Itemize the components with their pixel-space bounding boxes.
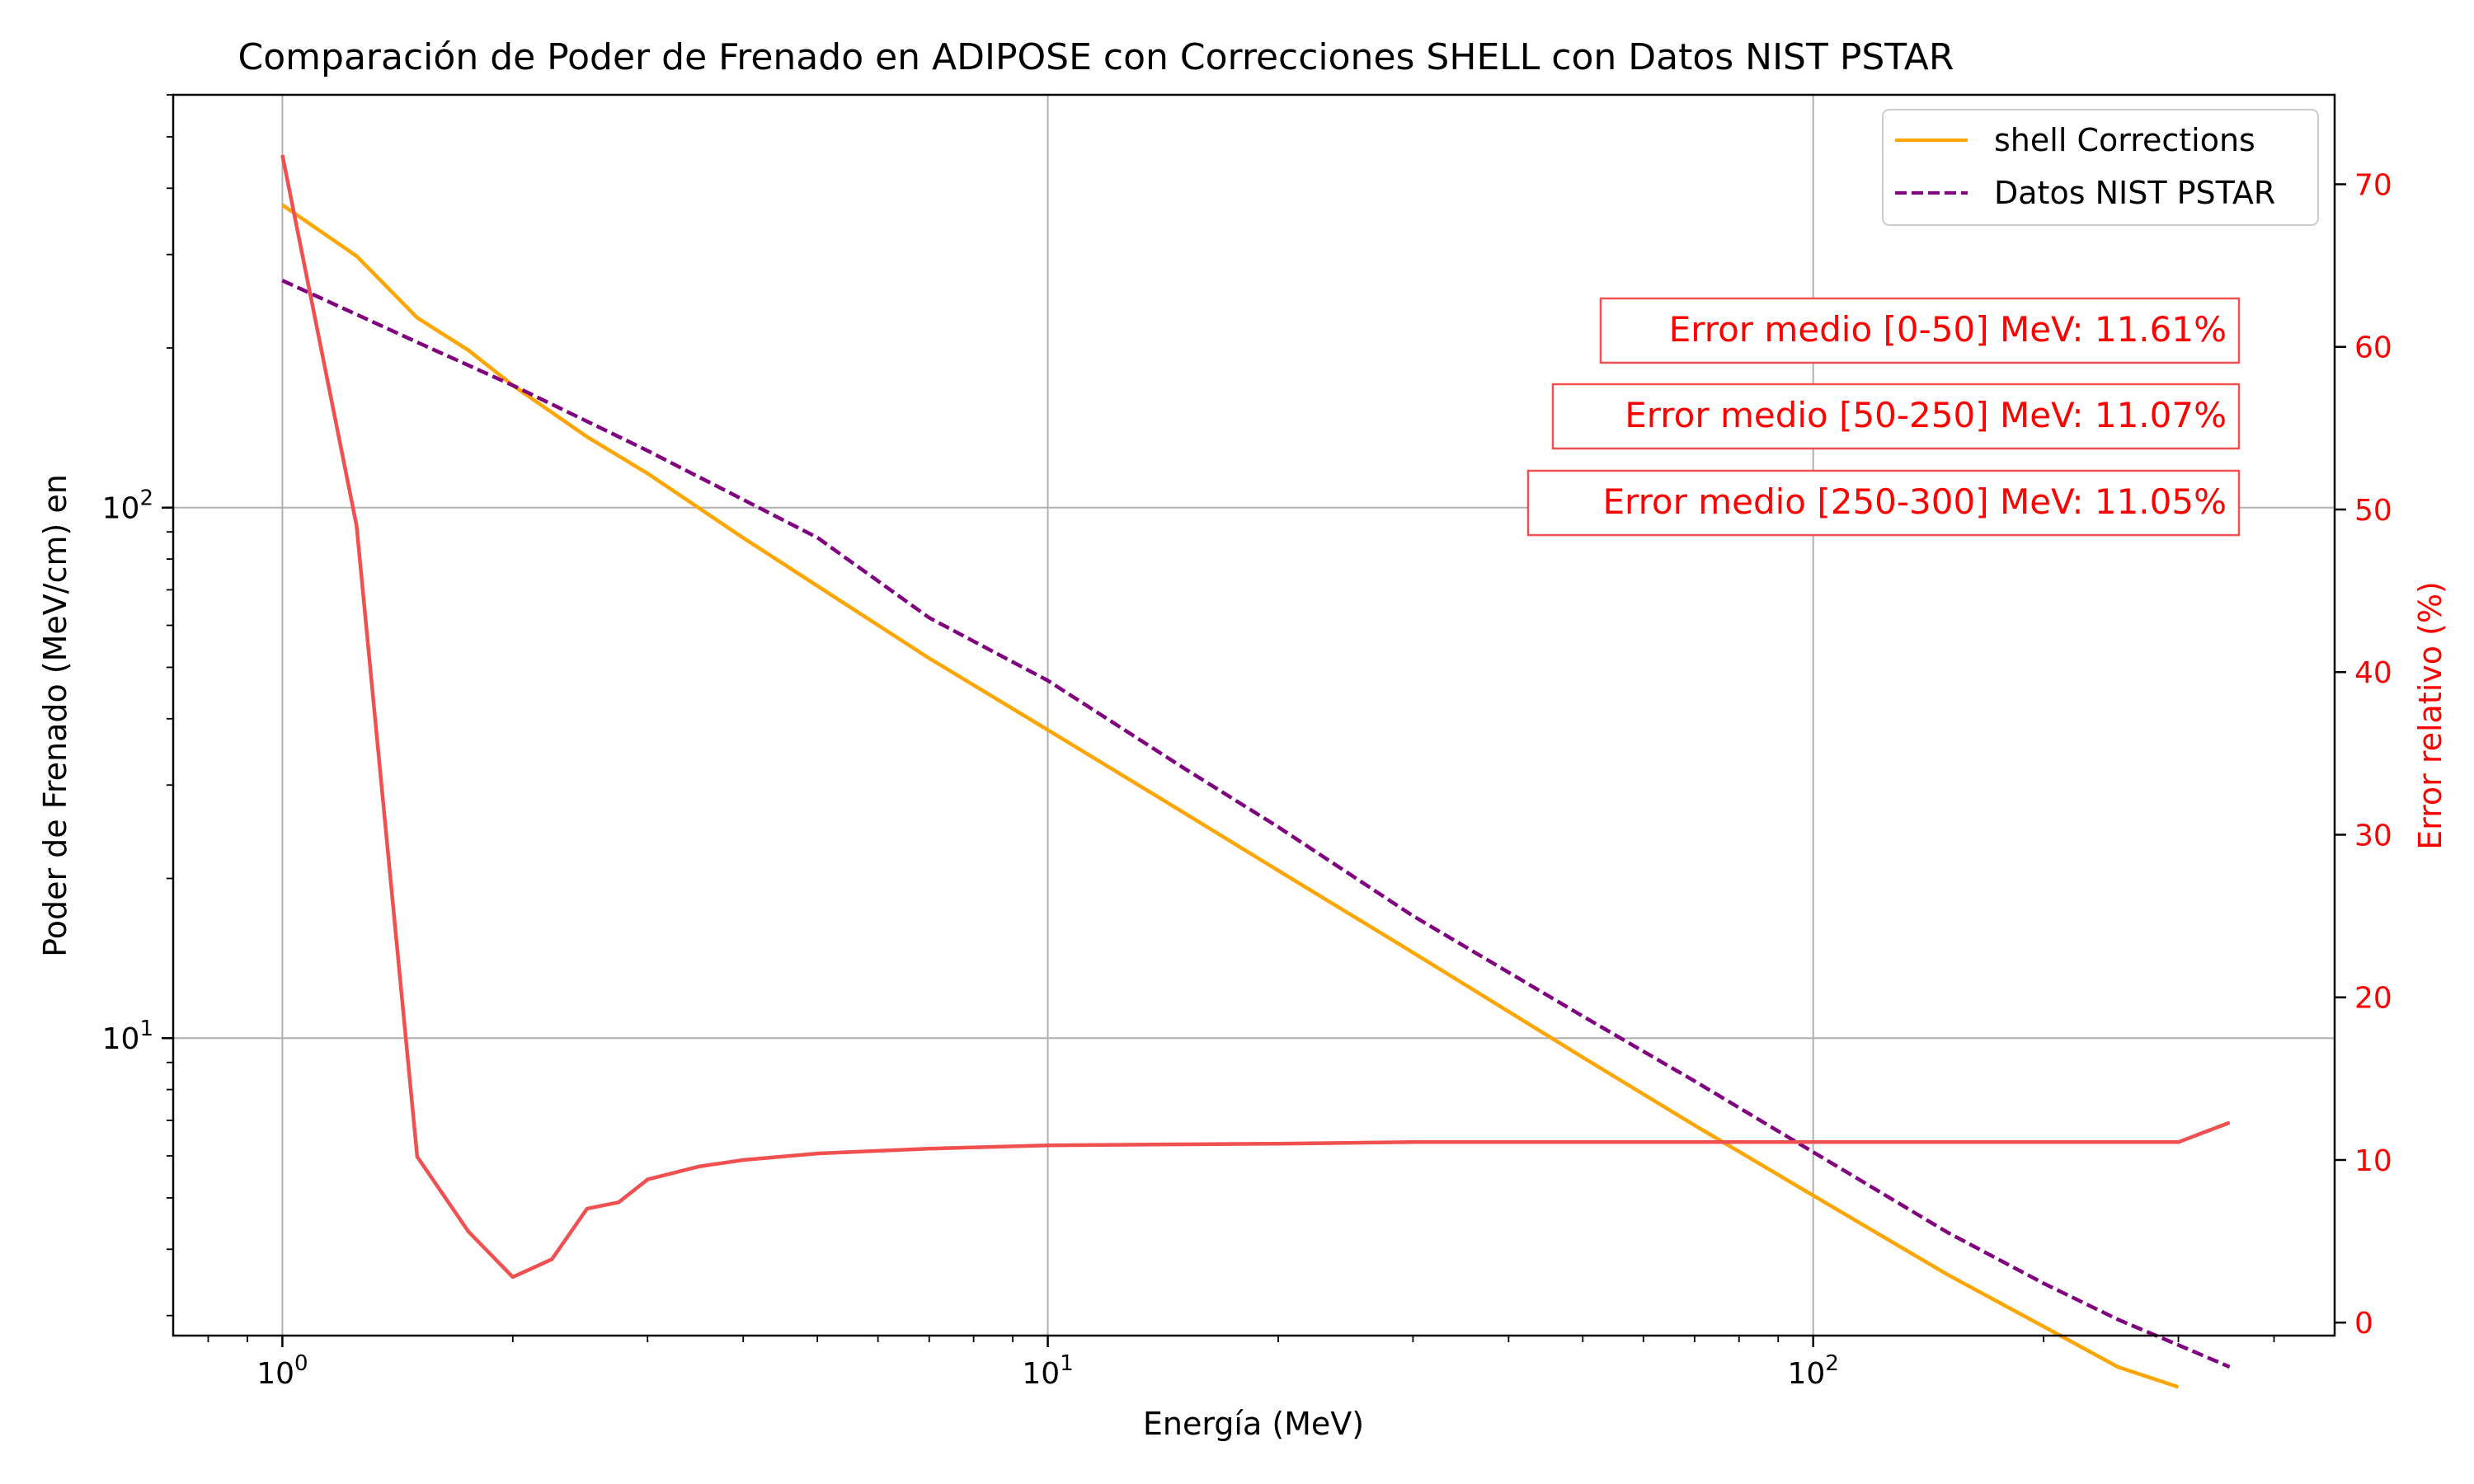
x-axis-label: Energía (MeV) (1143, 1406, 1364, 1442)
annotation-error-50-250: Error medio [50-250] MeV: 11.07% (1625, 395, 2227, 435)
series-layer (280, 154, 2231, 1389)
y-axis-ticks: 101 102 (102, 486, 173, 1056)
y-tick-label-0: 101 (102, 1017, 153, 1056)
right-tick-label-4: 40 (2354, 656, 2392, 690)
x-tick-label-1: 101 (1022, 1351, 1073, 1391)
annotation-box-1 (1599, 297, 2241, 364)
right-tick-label-2: 20 (2354, 982, 2392, 1016)
series-line-error-relativo (280, 154, 2231, 1280)
legend-box (1882, 109, 2319, 226)
x-axis-ticks: 100 101 102 (256, 1336, 1839, 1391)
annotation-error-250-300: Error medio [250-300] MeV: 11.05% (1603, 481, 2227, 522)
annotation-box-3 (1526, 469, 2241, 537)
right-tick-label-5: 50 (2354, 494, 2392, 528)
y-axis-label: Poder de Frenado (MeV/cm) en (37, 474, 73, 957)
right-tick-label-0: 0 (2354, 1307, 2373, 1341)
right-tick-label-7: 70 (2354, 168, 2392, 202)
annotations: Error medio [0-50] MeV: 11.61% Error med… (1526, 297, 2241, 537)
annotation-error-0-50: Error medio [0-50] MeV: 11.61% (1669, 309, 2227, 350)
plot-frame (172, 93, 2336, 1337)
right-tick-label-3: 30 (2354, 819, 2392, 852)
chart-title: Comparación de Poder de Frenado en ADIPO… (238, 36, 1954, 78)
annotation-box-2 (1551, 383, 2241, 450)
minor-ticks (167, 94, 2275, 1342)
series-line-shell-corrections (281, 203, 2180, 1389)
right-axis-ticks: 0 10 20 30 40 50 60 70 (2335, 168, 2392, 1341)
legend: shell Corrections Datos NIST PSTAR (1882, 109, 2319, 226)
y-tick-label-1: 102 (102, 486, 153, 526)
right-axis-label: Error relativo (%) (2412, 581, 2448, 850)
x-tick-label-0: 100 (256, 1351, 308, 1391)
right-tick-label-6: 60 (2354, 331, 2392, 365)
x-tick-label-2: 102 (1788, 1351, 1839, 1391)
legend-label-nist: Datos NIST PSTAR (1994, 175, 2275, 211)
legend-label-shell: shell Corrections (1994, 122, 2255, 158)
right-tick-label-1: 10 (2354, 1144, 2392, 1178)
